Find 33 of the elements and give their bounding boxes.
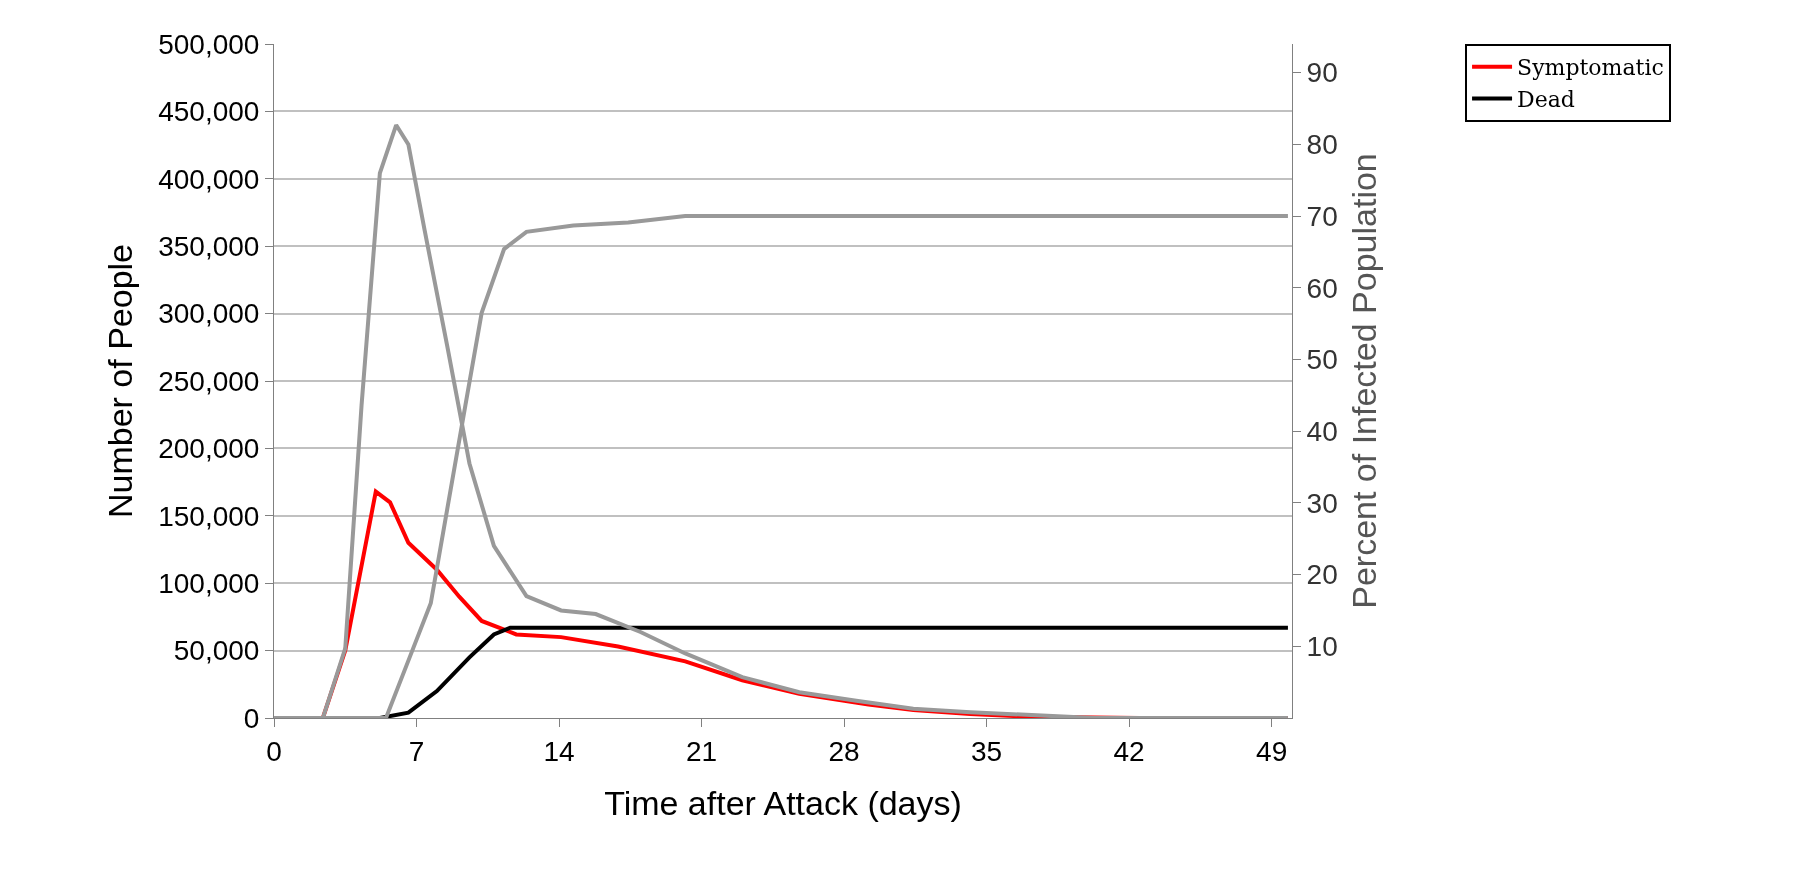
y-tick-label: 450,000 [158,96,260,128]
legend-label: Dead [1517,86,1575,112]
y2-tick-label: 50 [1306,344,1338,376]
y-tick-label: 350,000 [158,231,260,262]
y-tick-label: 300,000 [158,298,260,330]
y2-tick-label: 70 [1306,200,1338,232]
y-tick-label: 200,000 [158,433,260,465]
y2-axis-title: Percent of Infected Population [1345,153,1384,609]
x-tick-label: 7 [408,735,425,767]
x-tick-label: 14 [543,735,575,767]
y-tick-label: 100,000 [158,568,260,599]
y-tick-label: 400,000 [158,163,260,195]
y2-tick-label: 20 [1306,559,1338,591]
y-tick-label: 0 [243,702,260,734]
y2-tick-label: 40 [1306,415,1338,447]
y2-tick-label: 60 [1306,272,1338,304]
legend-label: Symptomatic [1517,55,1664,81]
y-tick-label: 500,000 [158,28,260,60]
x-tick-label: 42 [1113,735,1145,767]
y2-tick-label: 90 [1306,57,1338,89]
y-tick-label: 50,000 [173,635,260,667]
y2-tick-label: 80 [1306,129,1338,161]
x-axis-title: Time after Attack (days) [604,783,962,822]
y2-tick-label: 10 [1306,631,1338,663]
x-tick-label: 28 [828,735,860,767]
y-axis-title: Number of People [100,243,139,519]
y-tick-label: 250,000 [158,365,260,397]
x-tick-label: 49 [1256,735,1288,767]
x-tick-label: 0 [266,735,282,767]
y-tick-label: 150,000 [158,500,260,532]
x-tick-label: 21 [685,735,718,767]
x-tick-label: 35 [971,735,1003,767]
y2-tick-label: 30 [1306,487,1338,519]
